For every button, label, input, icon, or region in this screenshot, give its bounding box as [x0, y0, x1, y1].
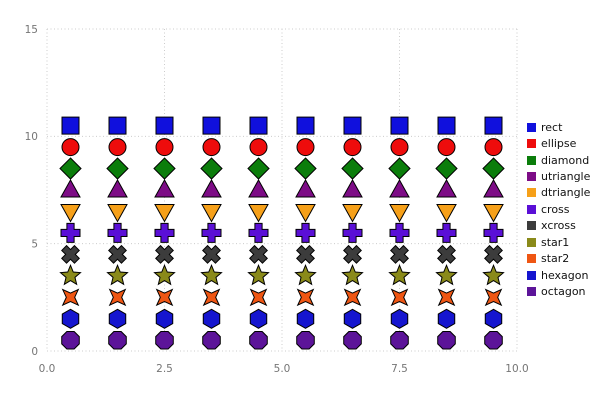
legend-swatch-icon [527, 254, 536, 264]
legend-swatch-icon [527, 287, 536, 297]
legend-label: cross [541, 202, 570, 216]
y-tick-label: 5 [31, 238, 38, 250]
legend-entry-xcross: xcross [527, 218, 590, 234]
legend-entry-octagon: octagon [527, 283, 590, 299]
legend-label: octagon [541, 285, 586, 299]
x-tick-label: 0.0 [39, 363, 56, 375]
legend-entry-star1: star1 [527, 234, 590, 250]
legend-swatch-icon [527, 221, 536, 231]
series-diamond [59, 157, 505, 180]
legend-label: utriangle [541, 170, 591, 184]
legend-entry-ellipse: ellipse [527, 135, 590, 151]
axis-tick-labels: 0.0 2.5 5.0 7.5 10.0 0 5 10 15 [25, 24, 529, 375]
legend-swatch-icon [527, 270, 536, 280]
series-rect [61, 116, 503, 135]
x-tick-label: 2.5 [156, 363, 173, 375]
legend-label: star1 [541, 235, 570, 249]
legend: rect ellipse diamond utriangle dtriangle cros… [527, 119, 590, 300]
legend-swatch-icon [527, 172, 536, 182]
legend-entry-utriangle: utriangle [527, 168, 590, 184]
series-xcross [61, 244, 503, 264]
x-tick-label: 7.5 [391, 363, 408, 375]
legend-swatch-icon [527, 204, 536, 214]
legend-label: diamond [541, 153, 590, 167]
series-star1 [59, 264, 505, 286]
legend-swatch-icon [527, 122, 536, 132]
series-cross [60, 222, 504, 243]
series-utriangle [60, 178, 504, 198]
series-ellipse [61, 138, 503, 157]
y-tick-label: 10 [25, 131, 38, 143]
legend-label: ellipse [541, 137, 577, 151]
legend-label: hexagon [541, 268, 589, 282]
legend-label: dtriangle [541, 186, 591, 200]
legend-entry-cross: cross [527, 201, 590, 217]
series-dtriangle [60, 203, 504, 223]
legend-swatch-icon [527, 139, 536, 149]
legend-swatch-icon [527, 188, 536, 198]
legend-label: xcross [541, 219, 576, 233]
legend-entry-dtriangle: dtriangle [527, 185, 590, 201]
legend-entry-star2: star2 [527, 251, 590, 267]
y-tick-label: 15 [25, 24, 38, 36]
legend-entry-hexagon: hexagon [527, 267, 590, 283]
legend-swatch-icon [527, 155, 536, 165]
legend-swatch-icon [527, 237, 536, 247]
series-octagon [61, 330, 503, 350]
x-tick-label: 10.0 [505, 363, 528, 375]
legend-entry-rect: rect [527, 119, 590, 135]
x-tick-label: 5.0 [274, 363, 291, 375]
series-star2 [61, 288, 503, 307]
legend-entry-diamond: diamond [527, 152, 590, 168]
legend-label: star2 [541, 252, 570, 266]
y-tick-label: 0 [31, 346, 38, 358]
legend-label: rect [541, 120, 563, 134]
series-hexagon [61, 308, 503, 329]
